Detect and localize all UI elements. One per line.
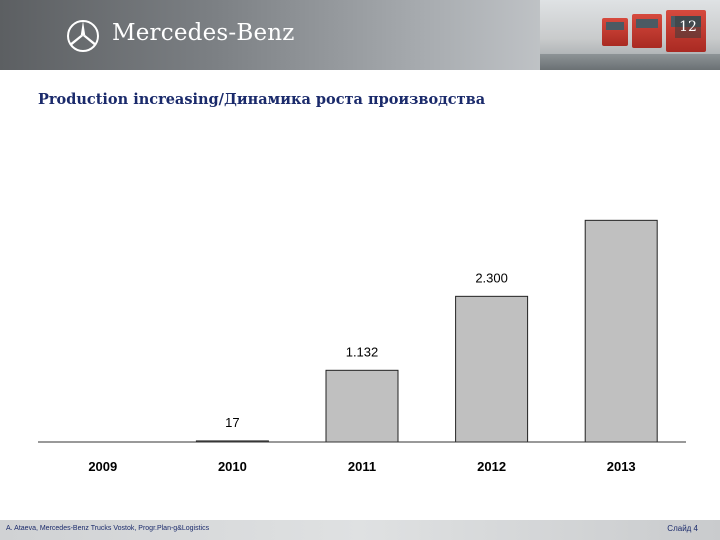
bar-2013 [584,219,658,443]
x-tick-2012: 2012 [477,459,506,474]
footer-author: A. Ataeva, Mercedes-Benz Trucks Vostok, … [6,525,210,532]
brand-name: Mercedes-Benz [112,20,295,46]
footer-slide-label: Слайд 4 [667,524,698,533]
x-tick-2009: 2009 [88,459,117,474]
footer-bar: A. Ataeva, Mercedes-Benz Trucks Vostok, … [0,520,720,540]
mercedes-star-icon [67,20,99,52]
data-label-2012: 2.300 [475,270,508,285]
data-label-2010: 17 [225,415,239,430]
bar-2011 [325,369,399,443]
slide-title: Production increasing/Динамика роста про… [38,91,486,108]
header-banner: Mercedes-Benz 12 [0,0,720,70]
x-tick-2011: 2011 [348,459,376,474]
x-tick-2013: 2013 [607,459,636,474]
data-label-2011: 1.132 [346,344,379,359]
bar-2012 [455,295,529,443]
slide-number-badge: 12 [675,16,701,38]
x-tick-2010: 2010 [218,459,247,474]
